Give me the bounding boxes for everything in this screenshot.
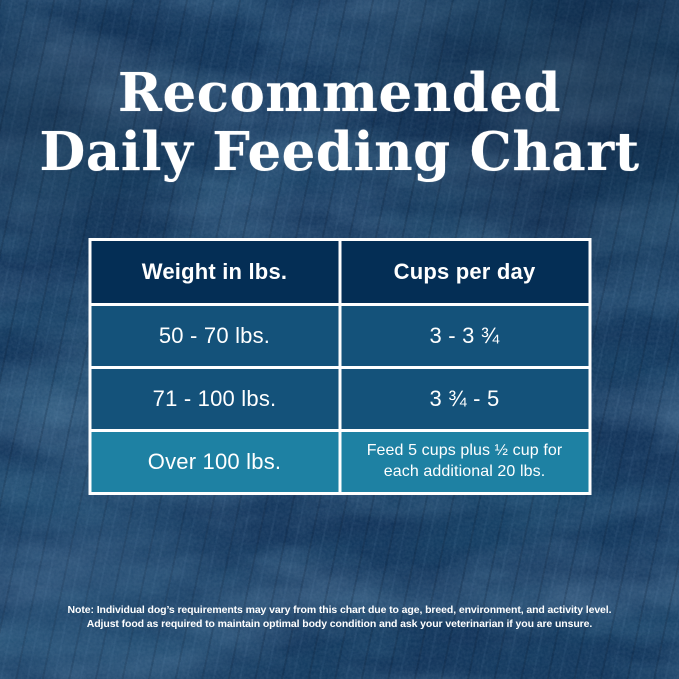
table-row-2-cups-cell: 3 ¾ - 5	[341, 369, 588, 429]
table-row-3-cups-cell: Feed 5 cups plus ½ cup for each addition…	[341, 432, 588, 492]
cups-value: 3 - 3 ¾	[429, 323, 500, 348]
weight-value: 71 - 100 lbs.	[152, 386, 277, 411]
table-row-3-weight-cell: Over 100 lbs.	[91, 432, 338, 492]
header-weight-label: Weight in lbs.	[141, 259, 288, 284]
page-title: Recommended Daily Feeding Chart	[0, 64, 679, 182]
table-row-2-weight-cell: 71 - 100 lbs.	[91, 369, 338, 429]
page-title-line-2: Daily Feeding Chart	[39, 121, 640, 183]
feeding-chart-table: Weight in lbs. Cups per day 50 - 70 lbs.…	[88, 238, 591, 495]
footer-note: Note: Individual dog’s requirements may …	[0, 603, 679, 631]
header-cell-weight: Weight in lbs.	[91, 241, 338, 303]
page-title-line-1: Recommended	[117, 62, 562, 124]
table-row-1-cups-cell: 3 - 3 ¾	[341, 306, 588, 366]
footer-note-line-1: Note: Individual dog’s requirements may …	[67, 604, 612, 616]
cups-value: Feed 5 cups plus ½ cup for each addition…	[366, 442, 563, 480]
header-cell-cups: Cups per day	[341, 241, 588, 303]
cups-value: 3 ¾ - 5	[429, 386, 500, 411]
footer-note-line-2: Adjust food as required to maintain opti…	[86, 618, 593, 630]
weight-value: 50 - 70 lbs.	[158, 323, 271, 348]
weight-value: Over 100 lbs.	[147, 449, 282, 474]
table-row-1-weight-cell: 50 - 70 lbs.	[91, 306, 338, 366]
header-cups-label: Cups per day	[393, 259, 536, 284]
